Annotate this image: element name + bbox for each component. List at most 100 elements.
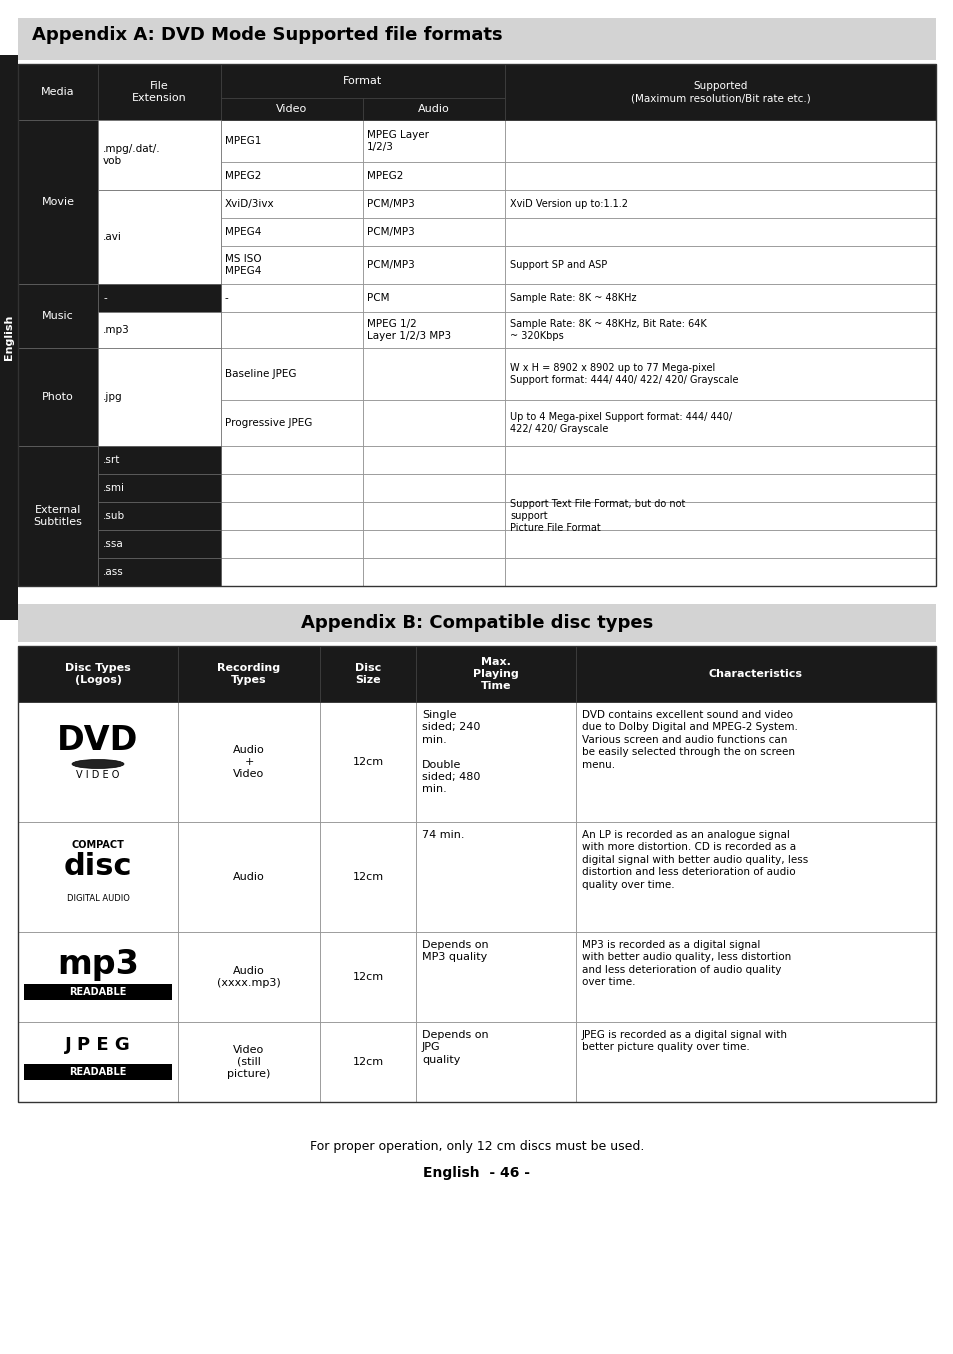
Bar bbox=[319, 1022, 416, 1102]
Text: Recording
Types: Recording Types bbox=[217, 663, 280, 685]
Bar bbox=[576, 932, 935, 1022]
Bar bbox=[18, 502, 98, 529]
Bar bbox=[221, 502, 363, 529]
Bar bbox=[504, 121, 935, 162]
Text: disc: disc bbox=[64, 852, 132, 881]
Text: English  - 46 -: English - 46 - bbox=[423, 1166, 530, 1179]
Bar bbox=[18, 445, 98, 586]
Bar bbox=[18, 18, 935, 60]
Text: Disc Types
(Logos): Disc Types (Logos) bbox=[65, 663, 131, 685]
Bar bbox=[18, 646, 935, 1102]
Bar bbox=[363, 121, 504, 162]
Bar bbox=[504, 246, 935, 284]
Text: Disc
Size: Disc Size bbox=[355, 663, 381, 685]
Bar bbox=[363, 445, 504, 474]
Bar bbox=[98, 64, 221, 121]
Text: .jpg: .jpg bbox=[103, 393, 123, 402]
Text: 74 min.: 74 min. bbox=[421, 830, 464, 839]
Bar bbox=[504, 218, 935, 246]
Bar bbox=[18, 246, 98, 284]
Bar bbox=[18, 121, 98, 162]
Bar bbox=[98, 190, 221, 284]
Bar bbox=[363, 97, 504, 121]
Bar bbox=[18, 822, 178, 932]
Bar bbox=[504, 284, 935, 311]
Bar bbox=[221, 558, 363, 586]
Text: MPEG Layer
1/2/3: MPEG Layer 1/2/3 bbox=[367, 130, 429, 152]
Bar bbox=[98, 284, 221, 311]
Bar bbox=[416, 1022, 576, 1102]
Bar bbox=[576, 701, 935, 822]
Bar bbox=[178, 822, 319, 932]
Bar bbox=[363, 348, 504, 399]
Bar bbox=[416, 701, 576, 822]
Bar bbox=[18, 162, 98, 190]
Bar bbox=[98, 558, 221, 586]
Bar bbox=[363, 558, 504, 586]
Bar bbox=[18, 1022, 178, 1102]
Text: .ass: .ass bbox=[103, 567, 124, 577]
Bar bbox=[416, 822, 576, 932]
Bar bbox=[416, 646, 576, 701]
Text: 12cm: 12cm bbox=[352, 972, 383, 982]
Text: Appendix B: Compatible disc types: Appendix B: Compatible disc types bbox=[300, 613, 653, 632]
Bar bbox=[98, 190, 221, 218]
Ellipse shape bbox=[71, 760, 124, 769]
Text: Format: Format bbox=[343, 76, 382, 87]
Bar bbox=[98, 162, 221, 190]
Text: DIGITAL AUDIO: DIGITAL AUDIO bbox=[67, 894, 130, 903]
Text: MPEG4: MPEG4 bbox=[225, 227, 261, 237]
Bar bbox=[178, 701, 319, 822]
Bar bbox=[504, 445, 935, 474]
Bar bbox=[18, 932, 178, 1022]
Bar bbox=[363, 502, 504, 529]
Bar bbox=[98, 445, 221, 474]
Bar bbox=[363, 218, 504, 246]
Text: Audio: Audio bbox=[233, 872, 265, 881]
Text: 12cm: 12cm bbox=[352, 757, 383, 766]
Bar bbox=[221, 246, 363, 284]
Bar bbox=[221, 529, 363, 558]
Text: Sample Rate: 8K ~ 48KHz: Sample Rate: 8K ~ 48KHz bbox=[510, 292, 636, 303]
Bar bbox=[18, 399, 98, 445]
Text: DVD: DVD bbox=[57, 724, 138, 757]
Text: -: - bbox=[103, 292, 107, 303]
Bar bbox=[576, 1022, 935, 1102]
Bar bbox=[221, 445, 363, 474]
Bar bbox=[98, 246, 221, 284]
Bar bbox=[24, 1064, 172, 1080]
Text: MS ISO
MPEG4: MS ISO MPEG4 bbox=[225, 253, 261, 276]
Text: MPEG1: MPEG1 bbox=[225, 135, 261, 146]
Bar bbox=[18, 284, 98, 348]
Bar bbox=[98, 474, 221, 502]
Text: Sample Rate: 8K ~ 48KHz, Bit Rate: 64K
~ 320Kbps: Sample Rate: 8K ~ 48KHz, Bit Rate: 64K ~… bbox=[510, 318, 706, 341]
Bar bbox=[504, 558, 935, 586]
Bar bbox=[18, 646, 178, 701]
Bar bbox=[98, 311, 221, 348]
Text: English: English bbox=[4, 315, 14, 360]
Text: W x H = 8902 x 8902 up to 77 Mega-pixel
Support format: 444/ 440/ 422/ 420/ Gray: W x H = 8902 x 8902 up to 77 Mega-pixel … bbox=[510, 363, 738, 385]
Bar bbox=[504, 190, 935, 218]
Bar bbox=[178, 932, 319, 1022]
Text: .avi: .avi bbox=[103, 232, 122, 242]
Bar bbox=[576, 822, 935, 932]
Text: Single
sided; 240
min.

Double
sided; 480
min.: Single sided; 240 min. Double sided; 480… bbox=[421, 709, 480, 795]
Bar bbox=[363, 311, 504, 348]
Bar bbox=[363, 529, 504, 558]
Bar bbox=[319, 646, 416, 701]
Bar bbox=[319, 701, 416, 822]
Bar bbox=[98, 121, 221, 190]
Text: Movie: Movie bbox=[42, 196, 74, 207]
Text: .sub: .sub bbox=[103, 510, 125, 521]
Text: Audio
+
Video: Audio + Video bbox=[233, 745, 265, 780]
Bar bbox=[363, 190, 504, 218]
Text: Depends on
JPG
quality: Depends on JPG quality bbox=[421, 1030, 488, 1064]
Text: Baseline JPEG: Baseline JPEG bbox=[225, 370, 296, 379]
Bar bbox=[98, 558, 221, 586]
Bar bbox=[504, 311, 935, 348]
Bar bbox=[221, 311, 363, 348]
Bar bbox=[18, 558, 98, 586]
Bar bbox=[98, 348, 221, 445]
Bar bbox=[504, 474, 935, 502]
Text: Support Text File Format, but do not
support
Picture File Format: Support Text File Format, but do not sup… bbox=[510, 498, 684, 533]
